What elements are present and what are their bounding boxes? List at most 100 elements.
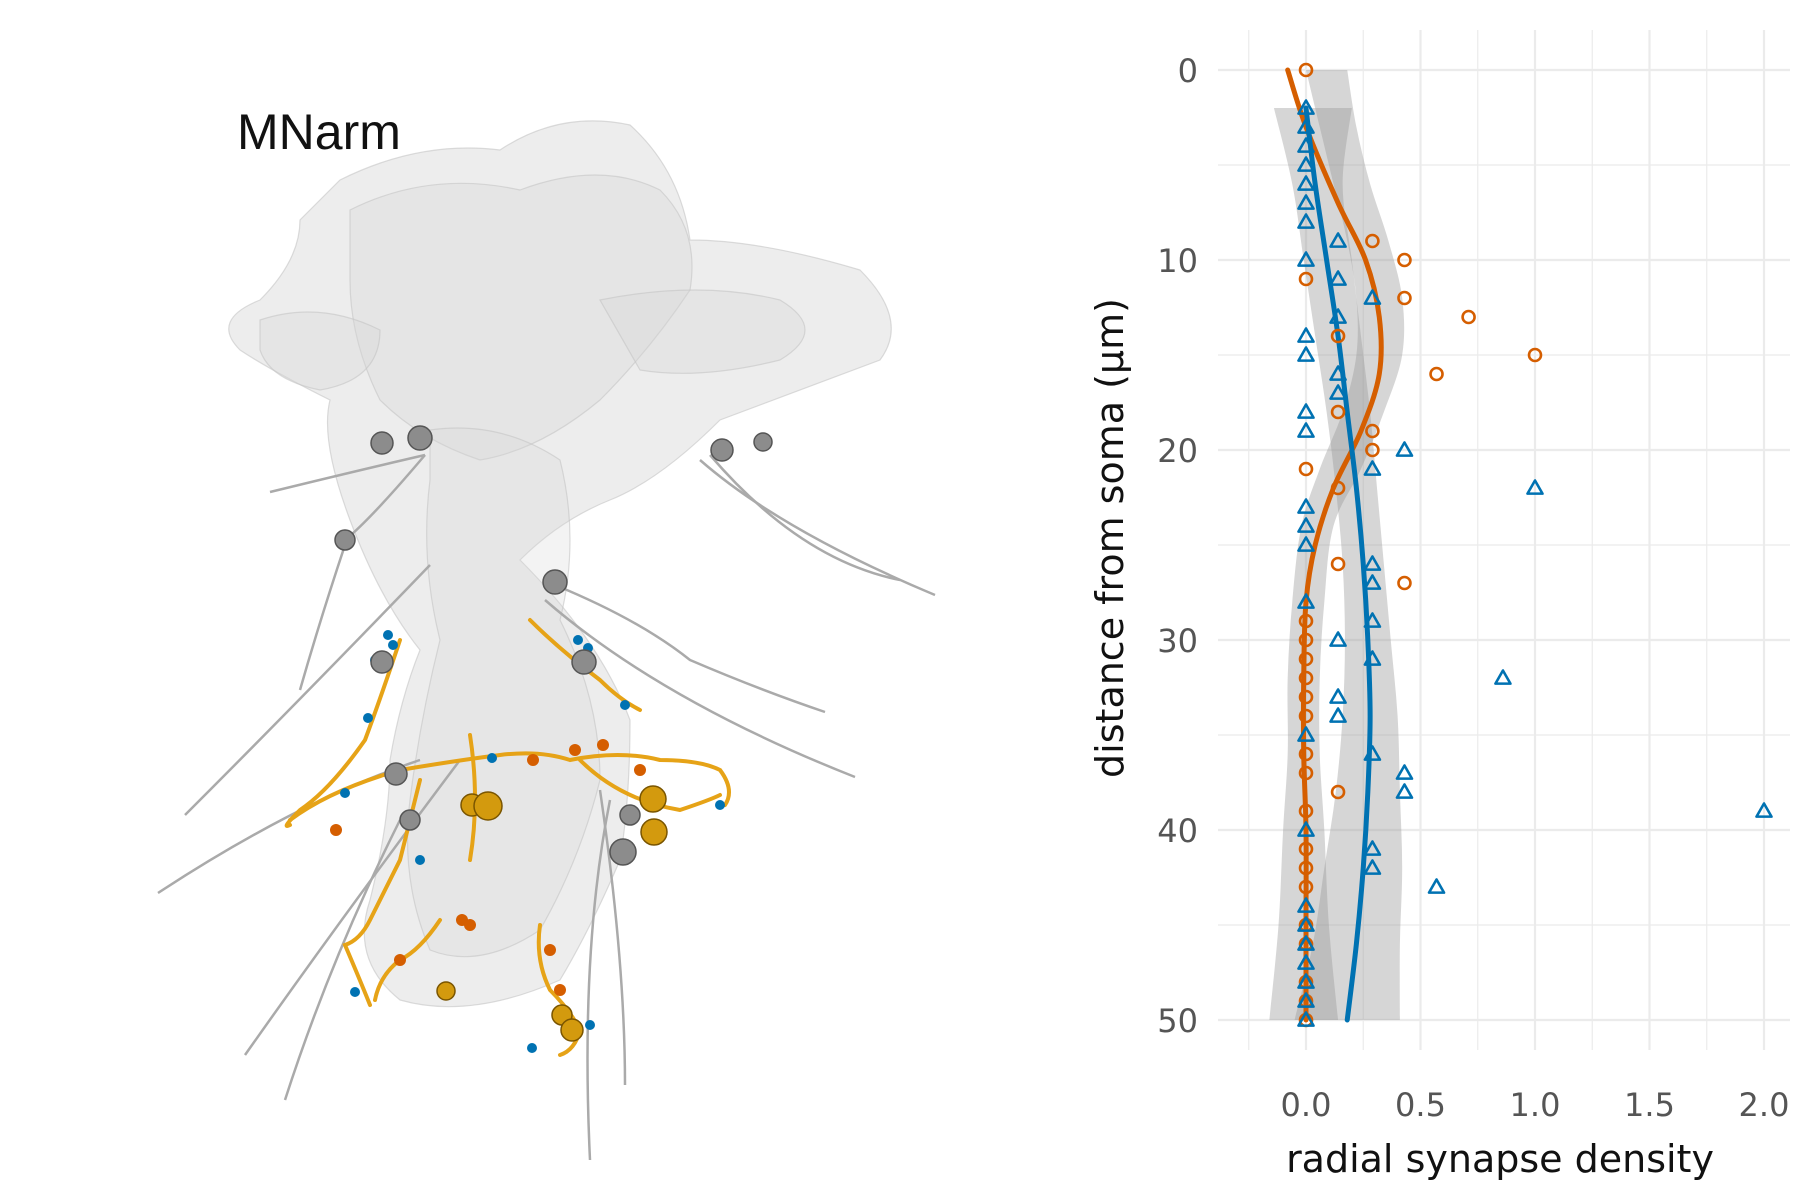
smooth-fit-lines bbox=[1285, 67, 1384, 1023]
data-point bbox=[1395, 441, 1414, 457]
data-point bbox=[1330, 404, 1346, 420]
data-point bbox=[1363, 574, 1382, 590]
data-point bbox=[1329, 365, 1347, 381]
data-point bbox=[1329, 631, 1347, 647]
data-point bbox=[1397, 290, 1412, 306]
cell-body-mesh bbox=[228, 120, 892, 1008]
data-point bbox=[1330, 328, 1346, 344]
data-point bbox=[1526, 479, 1544, 495]
data-point bbox=[1363, 745, 1382, 761]
data-point bbox=[1365, 442, 1380, 458]
x-tick-label: 2.0 bbox=[1739, 1086, 1790, 1124]
data-point bbox=[1297, 935, 1315, 951]
density-chart: 0.0 0.5 1.0 1.5 2.0 0 10 20 30 40 50 radial synaps… bbox=[1088, 30, 1790, 1181]
data-point bbox=[1298, 632, 1314, 648]
data-point bbox=[1298, 708, 1314, 724]
x-tick-label: 0.5 bbox=[1395, 1086, 1446, 1124]
data-point bbox=[1297, 992, 1315, 1008]
data-point bbox=[1298, 860, 1314, 876]
fit-line bbox=[1285, 67, 1384, 1023]
data-point bbox=[1494, 669, 1512, 685]
grey-neurites bbox=[157, 453, 936, 1161]
data-point bbox=[1298, 746, 1314, 762]
data-points bbox=[1297, 62, 1773, 1028]
data-point bbox=[1329, 384, 1347, 400]
data-point bbox=[1363, 840, 1382, 856]
x-tick-label: 1.5 bbox=[1624, 1086, 1675, 1124]
y-tick-label: 10 bbox=[1157, 242, 1198, 280]
x-tick-label: 1.0 bbox=[1510, 1086, 1561, 1124]
data-point bbox=[1329, 688, 1347, 704]
data-point bbox=[1298, 271, 1314, 287]
data-point bbox=[1363, 650, 1382, 666]
data-point bbox=[1297, 403, 1315, 419]
y-tick-label: 20 bbox=[1157, 432, 1198, 470]
fit-line bbox=[1303, 105, 1373, 1023]
data-point bbox=[1363, 460, 1382, 476]
data-point bbox=[1298, 670, 1314, 686]
data-point bbox=[1297, 916, 1315, 932]
data-point bbox=[1297, 973, 1315, 989]
data-point bbox=[1329, 707, 1347, 723]
data-point bbox=[1297, 726, 1315, 742]
data-point bbox=[1365, 423, 1380, 439]
x-tick-label: 0.0 bbox=[1281, 1086, 1332, 1124]
data-point bbox=[1297, 213, 1315, 229]
data-point bbox=[1363, 289, 1382, 305]
data-point bbox=[1298, 651, 1314, 667]
panel-label: MNarm bbox=[237, 104, 401, 160]
data-point bbox=[1363, 612, 1382, 628]
y-tick-label: 30 bbox=[1157, 622, 1198, 660]
data-point bbox=[1365, 233, 1380, 249]
data-point bbox=[1298, 841, 1314, 857]
data-point bbox=[1330, 556, 1346, 572]
data-point bbox=[1297, 175, 1315, 191]
y-tick-label: 0 bbox=[1178, 52, 1198, 90]
data-point bbox=[1297, 137, 1315, 153]
data-point bbox=[1427, 878, 1446, 894]
data-point bbox=[1397, 575, 1412, 591]
data-point bbox=[1329, 232, 1347, 248]
data-point bbox=[1297, 156, 1315, 172]
data-point bbox=[1329, 270, 1347, 286]
data-point bbox=[1297, 251, 1315, 267]
data-point bbox=[1297, 821, 1315, 837]
data-point bbox=[1330, 480, 1346, 496]
x-axis-title: radial synapse density bbox=[1286, 1137, 1714, 1181]
data-point bbox=[1330, 784, 1346, 800]
data-point bbox=[1297, 99, 1315, 115]
data-point bbox=[1297, 1011, 1315, 1027]
data-point bbox=[1298, 613, 1314, 629]
gold-spheres bbox=[436, 785, 668, 1042]
data-point bbox=[1429, 366, 1444, 382]
neuron-illustration bbox=[157, 120, 936, 1161]
data-point bbox=[1297, 498, 1315, 514]
data-point bbox=[1298, 689, 1314, 705]
grey-spheres bbox=[334, 425, 773, 866]
data-point bbox=[1298, 461, 1314, 477]
data-point bbox=[1297, 536, 1315, 552]
y-tick-label: 50 bbox=[1157, 1002, 1198, 1040]
data-point bbox=[1297, 422, 1315, 438]
data-point bbox=[1755, 802, 1773, 818]
data-point bbox=[1297, 897, 1315, 913]
tick-labels: 0.0 0.5 1.0 1.5 2.0 0 10 20 30 40 50 bbox=[1157, 52, 1789, 1124]
data-point bbox=[1297, 593, 1315, 609]
data-point bbox=[1329, 308, 1347, 324]
y-axis-title: distance from soma (µm) bbox=[1088, 298, 1132, 778]
data-point bbox=[1395, 783, 1414, 799]
data-point bbox=[1298, 62, 1314, 78]
data-point bbox=[1297, 517, 1315, 533]
data-point bbox=[1298, 765, 1314, 781]
data-point bbox=[1461, 309, 1476, 325]
data-point bbox=[1297, 346, 1315, 362]
data-point bbox=[1298, 879, 1314, 895]
data-point bbox=[1395, 764, 1414, 780]
data-point bbox=[1297, 954, 1315, 970]
data-point bbox=[1297, 118, 1315, 134]
y-tick-label: 40 bbox=[1157, 812, 1198, 850]
data-point bbox=[1297, 327, 1315, 343]
data-point bbox=[1298, 803, 1314, 819]
data-point bbox=[1527, 347, 1543, 363]
